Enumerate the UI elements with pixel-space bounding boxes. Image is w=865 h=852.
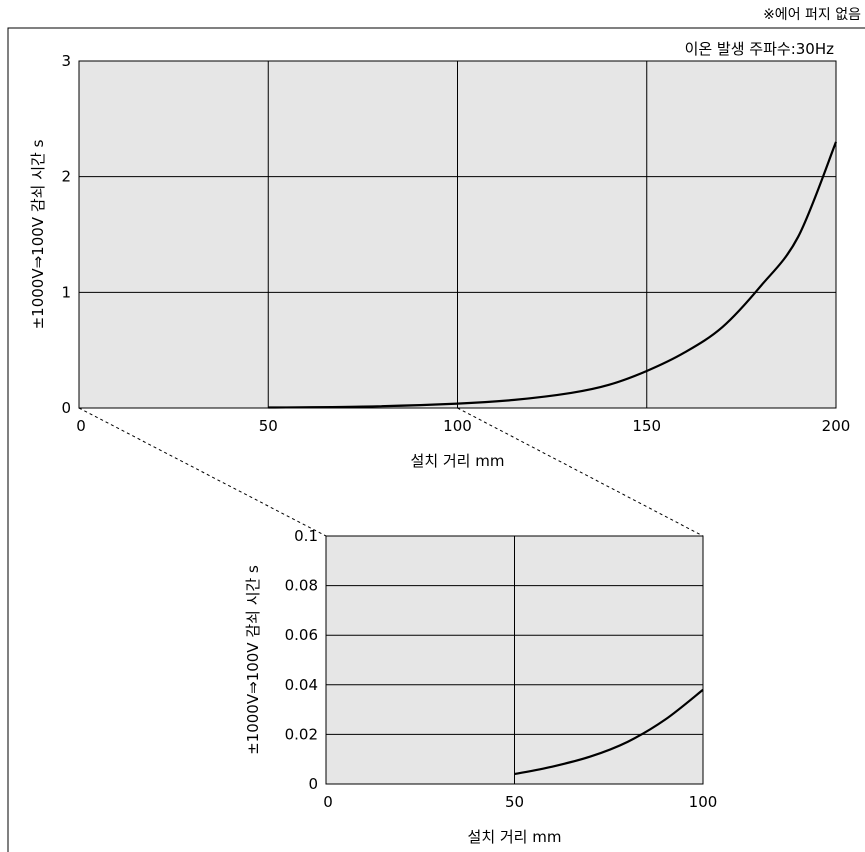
- zoom-connector-right: [457, 407, 704, 537]
- plot1-x-axis-label: 설치 거리 mm: [411, 452, 505, 470]
- plot2-x-tick-label: 50: [505, 793, 524, 811]
- plot2-y-tick-label: 0.04: [285, 676, 318, 694]
- plot2-x-tick-label: 0: [323, 793, 333, 811]
- plot1-x-tick-label: 50: [259, 417, 278, 435]
- plot1-y-tick-label: 3: [61, 52, 71, 70]
- plot1-y-tick-label: 2: [61, 168, 71, 186]
- plot2-x-axis-label: 설치 거리 mm: [468, 828, 562, 846]
- plot1-x-tick-label: 100: [443, 417, 472, 435]
- plot1-y-axis-label: ±1000V⇒100V 감쇠 시간 s: [29, 139, 47, 329]
- plot2-y-tick-label: 0.02: [285, 725, 318, 743]
- outer-frame: [7, 27, 865, 852]
- zoom-connector-left: [78, 407, 327, 537]
- plot2-y-tick-label: 0.1: [294, 527, 318, 545]
- plot1-y-tick-label: 0: [61, 399, 71, 417]
- plot2-y-tick-label: 0: [308, 775, 318, 793]
- plot1-frequency-annotation: 이온 발생 주파수:30Hz: [685, 40, 835, 58]
- plot1-series-line: [268, 141, 838, 409]
- no-air-purge-note: ※에어 퍼지 없음: [763, 7, 861, 23]
- plot1-x-tick-label: 150: [632, 417, 661, 435]
- plot2-x-tick-label: 100: [689, 793, 718, 811]
- plot2-y-axis-label: ±1000V⇒100V 감쇠 시간 s: [244, 565, 262, 755]
- plot2-y-tick-label: 0.08: [285, 577, 318, 595]
- plot1-x-tick-label: 0: [76, 417, 86, 435]
- plot1-x-tick-label: 200: [822, 417, 851, 435]
- plot2-y-tick-label: 0.06: [285, 626, 318, 644]
- plot1-y-tick-label: 1: [61, 283, 71, 301]
- plot2-series-line: [514, 688, 704, 776]
